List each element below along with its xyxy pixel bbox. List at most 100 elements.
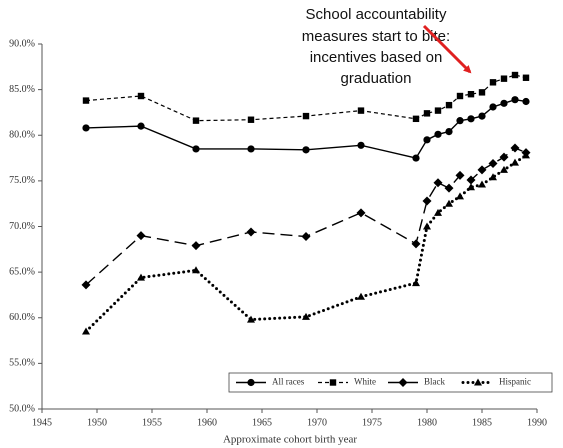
- x-tick-label: 1970: [307, 417, 327, 428]
- marker: [422, 196, 432, 206]
- marker: [433, 178, 443, 188]
- marker: [329, 379, 337, 386]
- marker: [411, 239, 421, 249]
- marker: [412, 154, 420, 162]
- marker: [434, 107, 442, 114]
- x-tick-label: 1985: [472, 417, 492, 428]
- annotation: School accountability: [306, 6, 447, 23]
- marker: [466, 175, 476, 185]
- legend: All races White Black Hispanic: [228, 372, 553, 393]
- y-tick-label: 70.0%: [9, 221, 35, 232]
- marker: [357, 292, 365, 300]
- y-tick-label: 85.0%: [9, 84, 35, 95]
- marker: [500, 99, 508, 107]
- annotation: incentives based on: [310, 49, 443, 66]
- marker: [301, 232, 311, 242]
- marker: [522, 151, 530, 159]
- marker: [434, 208, 442, 216]
- marker: [82, 124, 90, 132]
- marker: [302, 112, 310, 120]
- marker: [247, 315, 255, 323]
- marker: [489, 103, 497, 111]
- y-tick-label: 50.0%: [9, 403, 35, 414]
- marker: [357, 141, 365, 149]
- y-tick-label: 90.0%: [9, 38, 35, 49]
- marker: [455, 170, 465, 180]
- marker: [247, 378, 255, 387]
- marker: [191, 241, 201, 251]
- marker: [398, 378, 408, 387]
- marker: [456, 117, 464, 125]
- y-tick-label: 75.0%: [9, 175, 35, 186]
- annotation: measures start to bite:: [302, 28, 450, 45]
- marker: [489, 173, 497, 181]
- legend-label: Hispanic: [499, 377, 531, 387]
- marker: [478, 180, 486, 188]
- marker: [511, 158, 519, 166]
- marker: [137, 273, 145, 281]
- marker: [489, 79, 497, 86]
- marker: [81, 280, 91, 290]
- x-tick-label: 1950: [87, 417, 107, 428]
- marker: [467, 115, 475, 123]
- x-tick-label: 1945: [32, 417, 52, 428]
- annotation-arrow: [422, 24, 472, 74]
- marker: [456, 192, 464, 200]
- marker: [412, 115, 420, 123]
- marker: [522, 74, 530, 81]
- legend-label: White: [354, 377, 376, 387]
- marker: [456, 92, 464, 100]
- marker: [444, 183, 454, 193]
- marker: [192, 266, 200, 274]
- marker: [82, 327, 90, 335]
- marker: [302, 312, 310, 320]
- marker: [500, 165, 508, 173]
- legend-label: All races: [272, 377, 305, 387]
- marker: [136, 231, 146, 241]
- marker: [445, 199, 453, 207]
- marker: [510, 143, 520, 153]
- marker: [137, 92, 145, 100]
- x-tick-label: 1975: [362, 417, 382, 428]
- y-tick-label: 60.0%: [9, 312, 35, 323]
- annotation: graduation: [341, 70, 412, 87]
- marker: [474, 378, 482, 386]
- marker: [423, 222, 431, 230]
- x-axis-label: Approximate cohort birth year: [223, 434, 357, 446]
- x-tick-label: 1990: [527, 417, 547, 428]
- marker: [357, 107, 365, 114]
- marker: [488, 159, 498, 169]
- y-tick-label: 55.0%: [9, 358, 35, 369]
- marker: [500, 75, 508, 82]
- marker: [511, 96, 519, 104]
- x-tick-label: 1955: [142, 417, 162, 428]
- marker: [423, 136, 431, 144]
- marker: [478, 89, 486, 96]
- marker: [478, 112, 486, 120]
- marker: [412, 279, 420, 287]
- y-tick-label: 80.0%: [9, 130, 35, 141]
- marker: [247, 145, 255, 153]
- marker: [445, 128, 453, 136]
- marker: [247, 116, 255, 123]
- series-line: [85, 147, 527, 286]
- marker: [477, 165, 487, 175]
- x-tick-label: 1960: [197, 417, 217, 428]
- marker: [467, 183, 475, 191]
- series-line: [84, 153, 528, 333]
- marker: [302, 146, 310, 154]
- marker: [246, 227, 256, 237]
- x-tick-label: 1965: [252, 417, 272, 428]
- marker: [434, 130, 442, 138]
- marker: [445, 101, 453, 109]
- marker: [192, 117, 200, 124]
- marker: [192, 145, 200, 153]
- legend-label: Black: [424, 377, 445, 387]
- marker: [522, 97, 530, 106]
- marker: [82, 97, 90, 104]
- marker: [511, 71, 519, 79]
- marker: [499, 152, 509, 162]
- marker: [467, 90, 475, 98]
- marker: [356, 208, 366, 218]
